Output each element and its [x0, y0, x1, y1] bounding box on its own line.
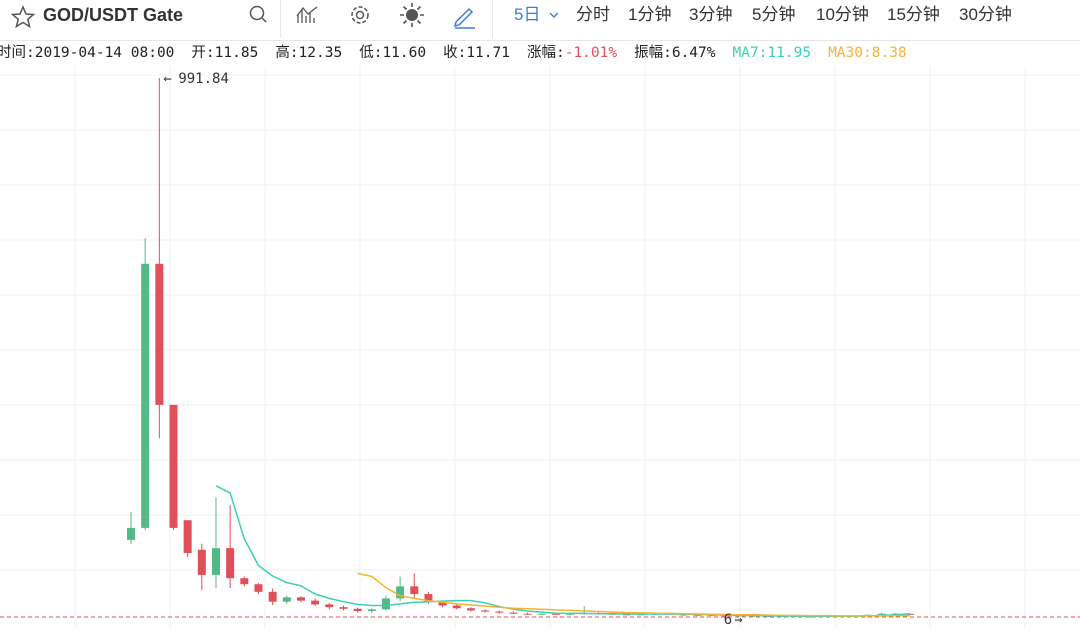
candle-body	[169, 404, 178, 528]
candle-body	[410, 586, 419, 595]
info-label: 低:	[359, 45, 383, 61]
info-label: 时间:	[0, 45, 35, 61]
info-item: MA30:8.38	[828, 45, 907, 61]
interval-option[interactable]: 15分钟	[887, 5, 940, 24]
interval-option[interactable]: 5分钟	[752, 5, 796, 24]
interval-option[interactable]: 1分钟	[628, 5, 672, 24]
candle-body	[268, 591, 277, 602]
info-item: 收:11.71	[443, 45, 510, 61]
interval-option[interactable]: 10分钟	[816, 5, 869, 24]
separator	[492, 0, 493, 38]
max-arrow: ←	[163, 71, 171, 87]
info-row: 时间:2019-04-14 08:00 开:11.85 高:12.35 低:11.60…	[0, 41, 924, 65]
candle-body	[183, 520, 192, 554]
min-arrow: →	[734, 612, 742, 628]
candle-body	[622, 614, 631, 616]
info-label: 振幅:	[634, 45, 672, 61]
candle-body	[296, 597, 305, 601]
candle-body	[211, 548, 220, 575]
star-icon[interactable]	[10, 4, 36, 28]
candle-body	[141, 263, 150, 528]
candle-body	[523, 613, 532, 615]
symbol-title: GOD/USDT Gate	[43, 5, 184, 25]
candle-body	[325, 604, 334, 608]
candle-body	[396, 586, 405, 599]
candle-body	[452, 605, 461, 609]
info-item: 高:12.35	[275, 45, 342, 61]
candle-body	[127, 527, 135, 540]
candle-body	[155, 263, 164, 405]
candle-body	[381, 598, 390, 610]
candle-body	[551, 613, 560, 615]
toolbar: GOD/USDT Gate 5日 分时 1分钟 3分钟 5分钟 10分钟 15分钟 30分钟	[0, 0, 1080, 41]
info-label: MA30:	[828, 45, 872, 61]
info-value: -1.01%	[564, 45, 618, 61]
grid	[0, 66, 1080, 629]
candle-body	[466, 608, 475, 611]
active-interval[interactable]: 5日	[514, 5, 541, 24]
candle-body	[353, 608, 362, 611]
chart: ← 991.84 6 →	[0, 66, 1080, 629]
candle-body	[282, 597, 291, 602]
theme-icon[interactable]	[398, 1, 426, 29]
info-item: 振幅:6.47%	[634, 45, 715, 61]
draw-icon[interactable]	[452, 3, 478, 29]
info-item: 开:11.85	[191, 45, 258, 61]
candle-body	[877, 613, 886, 615]
info-item: 涨幅:-1.01%	[527, 45, 617, 61]
candle-body	[311, 600, 320, 605]
candle-body	[636, 614, 645, 616]
separator	[280, 0, 281, 38]
info-value: 11.85	[214, 45, 259, 61]
info-label: 高:	[275, 45, 299, 61]
info-item: 低:11.60	[359, 45, 426, 61]
candle-body	[197, 549, 206, 575]
interval-option[interactable]: 30分钟	[959, 5, 1012, 24]
ma-line	[215, 485, 911, 617]
candle-body	[721, 615, 730, 617]
min-label: 6	[724, 612, 732, 628]
candle-body	[509, 612, 518, 614]
interval-option[interactable]: 分时	[576, 5, 610, 24]
info-value: 11.95	[767, 45, 812, 61]
candle-body	[806, 616, 815, 618]
info-value: 11.71	[466, 45, 510, 61]
candle-body	[240, 578, 249, 585]
info-label: MA7:	[732, 45, 768, 61]
info-item: 时间:2019-04-14 08:00	[0, 45, 174, 61]
candle-body	[481, 610, 490, 612]
candle-body	[566, 613, 575, 615]
max-label: 991.84	[178, 71, 229, 87]
indicator-icon[interactable]	[296, 4, 320, 26]
info-label: 涨幅:	[526, 45, 565, 61]
candle-body	[424, 594, 433, 603]
candle-body	[226, 548, 235, 579]
candle-body	[254, 584, 263, 592]
info-value: 8.38	[871, 45, 907, 61]
candle-body	[495, 611, 504, 613]
candle-body	[537, 613, 546, 615]
interval-option[interactable]: 3分钟	[689, 5, 733, 24]
ma-line	[357, 572, 911, 617]
info-item: MA7:11.95	[733, 45, 812, 61]
search-icon[interactable]	[248, 4, 268, 26]
info-value: 6.47%	[671, 45, 716, 61]
info-value: 2019-04-14 08:00	[34, 45, 175, 61]
info-value: 11.60	[382, 45, 427, 61]
candle-body	[438, 602, 447, 606]
dropdown-icon[interactable]	[548, 10, 560, 20]
info-label: 收:	[443, 45, 467, 61]
info-label: 开:	[191, 45, 215, 61]
candle-body	[367, 609, 376, 611]
candle-body	[339, 607, 348, 609]
candle-body	[693, 614, 702, 616]
settings-icon[interactable]	[348, 3, 372, 27]
info-value: 12.35	[298, 45, 343, 61]
